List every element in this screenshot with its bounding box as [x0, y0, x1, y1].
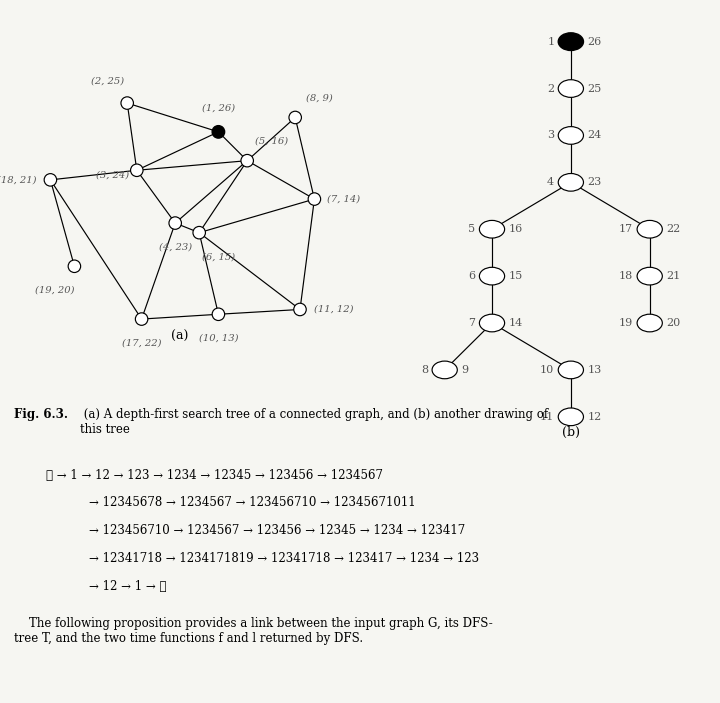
Circle shape [289, 111, 302, 124]
Text: 7: 7 [469, 318, 475, 328]
Text: 3: 3 [547, 131, 554, 141]
Text: → 123456710 → 1234567 → 123456 → 12345 → 1234 → 123417: → 123456710 → 1234567 → 123456 → 12345 →… [89, 524, 465, 537]
Text: 11: 11 [540, 412, 554, 422]
Circle shape [193, 226, 205, 239]
Text: 19: 19 [619, 318, 633, 328]
Text: 8: 8 [421, 365, 428, 375]
Text: (b): (b) [562, 426, 580, 439]
Text: (a): (a) [171, 330, 189, 343]
Text: (1, 26): (1, 26) [202, 103, 235, 112]
Text: 4: 4 [547, 177, 554, 187]
Text: → 12341718 → 1234171819 → 12341718 → 123417 → 1234 → 123: → 12341718 → 1234171819 → 12341718 → 123… [89, 553, 480, 565]
Text: (5, 16): (5, 16) [255, 137, 288, 146]
Text: (19, 20): (19, 20) [35, 286, 75, 295]
Circle shape [637, 267, 662, 285]
Text: (8, 9): (8, 9) [306, 93, 333, 103]
Circle shape [212, 126, 225, 138]
Circle shape [169, 217, 181, 229]
Circle shape [241, 155, 253, 167]
Circle shape [68, 260, 81, 273]
Circle shape [558, 127, 583, 144]
Circle shape [558, 408, 583, 425]
Circle shape [432, 361, 457, 379]
Circle shape [294, 303, 306, 316]
Text: Fig. 6.3.: Fig. 6.3. [14, 408, 68, 420]
Text: (3, 24): (3, 24) [96, 171, 130, 179]
Circle shape [558, 174, 583, 191]
Text: 6: 6 [468, 271, 475, 281]
Text: 25: 25 [588, 84, 602, 93]
Text: 24: 24 [588, 131, 602, 141]
Text: 17: 17 [619, 224, 633, 234]
Text: 13: 13 [588, 365, 602, 375]
Circle shape [135, 313, 148, 325]
Text: (18, 21): (18, 21) [0, 175, 37, 184]
Text: (7, 14): (7, 14) [327, 195, 360, 204]
Text: 1: 1 [547, 37, 554, 46]
Text: 15: 15 [508, 271, 523, 281]
Text: 5: 5 [468, 224, 475, 234]
Text: 10: 10 [540, 365, 554, 375]
Circle shape [44, 174, 57, 186]
Text: → 12345678 → 1234567 → 123456710 → 12345671011: → 12345678 → 1234567 → 123456710 → 12345… [89, 496, 415, 510]
Circle shape [558, 79, 583, 98]
Text: (a) A depth-first search tree of a connected graph, and (b) another drawing of
t: (a) A depth-first search tree of a conne… [80, 408, 548, 436]
Text: ∅ → 1 → 12 → 123 → 1234 → 12345 → 123456 → 1234567: ∅ → 1 → 12 → 123 → 1234 → 12345 → 123456… [45, 468, 382, 482]
Circle shape [480, 221, 505, 238]
Circle shape [637, 221, 662, 238]
Circle shape [212, 308, 225, 321]
Text: (11, 12): (11, 12) [314, 305, 354, 314]
Text: (2, 25): (2, 25) [91, 77, 125, 86]
Text: 9: 9 [462, 365, 469, 375]
Text: 26: 26 [588, 37, 602, 46]
Circle shape [480, 314, 505, 332]
Text: 14: 14 [508, 318, 523, 328]
Circle shape [480, 267, 505, 285]
Text: 12: 12 [588, 412, 602, 422]
Text: 18: 18 [619, 271, 633, 281]
Text: (10, 13): (10, 13) [199, 334, 238, 343]
Circle shape [558, 33, 583, 51]
Text: 16: 16 [508, 224, 523, 234]
Text: (6, 15): (6, 15) [202, 252, 235, 262]
Text: → 12 → 1 → ∅: → 12 → 1 → ∅ [89, 581, 166, 593]
Text: 20: 20 [666, 318, 680, 328]
Text: 23: 23 [588, 177, 602, 187]
Circle shape [121, 97, 133, 109]
Text: 22: 22 [666, 224, 680, 234]
Circle shape [637, 314, 662, 332]
Text: (4, 23): (4, 23) [158, 243, 192, 252]
Circle shape [130, 164, 143, 176]
Circle shape [558, 361, 583, 379]
Text: The following proposition provides a link between the input graph G, its DFS-
tr: The following proposition provides a lin… [14, 617, 493, 645]
Text: (17, 22): (17, 22) [122, 339, 161, 347]
Text: 21: 21 [666, 271, 680, 281]
Text: 2: 2 [547, 84, 554, 93]
Circle shape [308, 193, 320, 205]
